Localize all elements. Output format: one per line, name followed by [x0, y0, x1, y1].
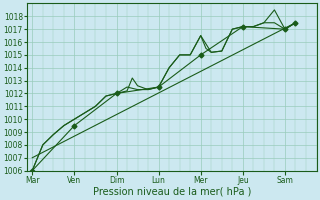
X-axis label: Pression niveau de la mer( hPa ): Pression niveau de la mer( hPa ) — [92, 187, 251, 197]
